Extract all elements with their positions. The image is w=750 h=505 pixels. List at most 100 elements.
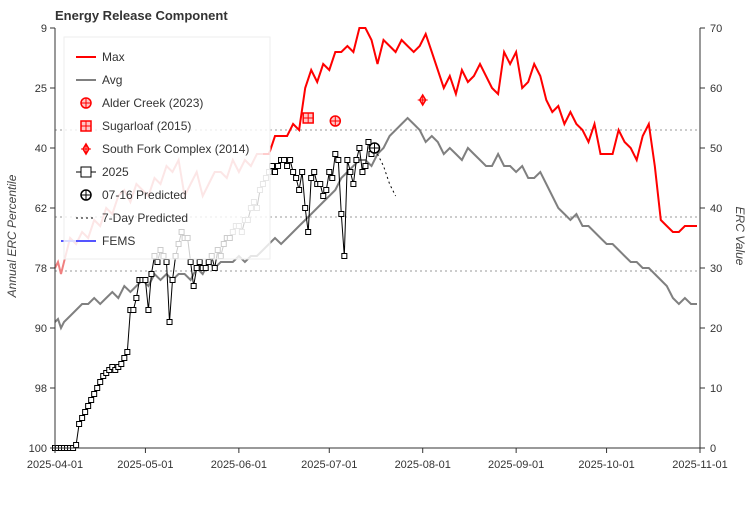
- legend-item: 7-Day Predicted: [76, 211, 188, 225]
- series-2025-point: [290, 169, 297, 175]
- legend-item: Sugarloaf (2015): [80, 119, 191, 133]
- series-2025-point: [296, 187, 303, 193]
- series-2025-point: [187, 259, 194, 265]
- y-axis-left-title: Annual ERC Percentile: [5, 174, 19, 298]
- series-2025-point: [317, 181, 324, 187]
- legend-item: Alder Creek (2023): [80, 96, 203, 110]
- series-2025-point: [353, 157, 360, 163]
- series-2025-point: [338, 211, 345, 217]
- series-2025-point: [308, 175, 315, 181]
- y-right-tick-label: 20: [710, 323, 722, 335]
- series-2025-point: [275, 163, 282, 169]
- x-tick-label: 2025-10-01: [578, 459, 634, 471]
- series-2025-point: [362, 163, 369, 169]
- legend-label: Alder Creek (2023): [102, 96, 203, 110]
- series-2025-point: [326, 169, 333, 175]
- legend-square-icon: [80, 166, 92, 178]
- series-2025-point: [130, 307, 137, 313]
- series-avg-line: [54, 116, 697, 331]
- x-tick-label: 2025-04-01: [27, 459, 83, 471]
- legend-marker-icon: [80, 120, 92, 132]
- series-2025-point: [272, 169, 279, 175]
- legend-label: FEMS: [102, 234, 135, 248]
- x-tick-label: 2025-09-01: [488, 459, 544, 471]
- series-2025-point: [94, 385, 101, 391]
- x-tick-label: 2025-07-01: [301, 459, 357, 471]
- y-right-tick-label: 0: [710, 443, 716, 455]
- legend-label: 2025: [102, 165, 129, 179]
- legend-label: Sugarloaf (2015): [102, 119, 191, 133]
- series-max-line: [263, 27, 697, 233]
- legend-marker-icon: [81, 142, 91, 156]
- series-2025-point: [169, 277, 176, 283]
- series-2025-point: [341, 253, 348, 259]
- series-2025-point: [79, 415, 86, 421]
- series-2025-point: [88, 397, 95, 403]
- series-2025-point: [284, 163, 291, 169]
- legend-label: 07-16 Predicted: [102, 188, 187, 202]
- series-2025-point: [145, 307, 152, 313]
- series-2025-point: [73, 442, 80, 448]
- legend-label: 7-Day Predicted: [102, 211, 188, 225]
- series-2025-point: [365, 139, 372, 145]
- series-2025-point: [205, 259, 212, 265]
- series-2025-point: [133, 295, 140, 301]
- series-2025-point: [193, 265, 200, 271]
- y-left-tick-label: 9: [41, 23, 47, 35]
- series-2025-point: [320, 193, 327, 199]
- series-2025-point: [311, 169, 318, 175]
- y-right-tick-label: 30: [710, 263, 722, 275]
- y-right-tick-label: 10: [710, 383, 722, 395]
- series-2025-point: [163, 259, 170, 265]
- series-2025-point: [124, 349, 131, 355]
- series-2025-point: [142, 277, 149, 283]
- series-2025-point: [347, 169, 354, 175]
- y-left-tick-label: 25: [35, 83, 47, 95]
- x-tick-label: 2025-05-01: [117, 459, 173, 471]
- series-2025-point: [91, 391, 98, 397]
- series-2025-point: [190, 283, 197, 289]
- y-left-tick-label: 40: [35, 143, 47, 155]
- series-2025-point: [299, 169, 306, 175]
- series-2025-point: [332, 151, 339, 157]
- legend-item: Avg: [76, 73, 122, 87]
- series-2025-point: [202, 265, 209, 271]
- legend-item: South Fork Complex (2014): [81, 142, 249, 156]
- marker-south-fork-complex-2014-: [417, 93, 428, 107]
- series-2025-point: [287, 157, 294, 163]
- legend-label: South Fork Complex (2014): [102, 142, 249, 156]
- series-2025-point: [82, 409, 89, 415]
- series-2025-point: [344, 157, 351, 163]
- y-left-tick-label: 98: [35, 383, 47, 395]
- series-2025-point: [356, 145, 363, 151]
- legend-label: Max: [102, 50, 125, 64]
- legend-marker-icon: [80, 189, 92, 201]
- series-2025-point: [350, 181, 357, 187]
- legend-item: FEMS: [76, 234, 135, 248]
- y-left-tick-label: 62: [35, 203, 47, 215]
- y-right-tick-label: 60: [710, 83, 722, 95]
- y-right-tick-label: 50: [710, 143, 722, 155]
- legend-item: 07-16 Predicted: [80, 188, 187, 202]
- series-2025-point: [302, 205, 309, 211]
- y-left-tick-label: 78: [35, 263, 47, 275]
- y-right-tick-label: 40: [710, 203, 722, 215]
- series-2025-point: [148, 271, 155, 277]
- series-2025-point: [85, 403, 92, 409]
- x-tick-label: 2025-08-01: [395, 459, 451, 471]
- series-2025-point: [293, 175, 300, 181]
- marker-07-16-predicted: [368, 142, 381, 154]
- series-2025-point: [305, 229, 312, 235]
- y-axis-right-title: ERC Value: [733, 207, 747, 266]
- legend-item: Max: [76, 50, 125, 64]
- legend-label: Avg: [102, 73, 122, 87]
- series-2025-point: [329, 175, 336, 181]
- series-2025-point: [166, 319, 173, 325]
- series-2025-point: [76, 421, 83, 427]
- legend-box: [63, 36, 271, 260]
- series-2025-point: [211, 265, 218, 271]
- series-2025-point: [281, 157, 288, 163]
- series-2025-point: [359, 169, 366, 175]
- series-2025-point: [118, 361, 125, 367]
